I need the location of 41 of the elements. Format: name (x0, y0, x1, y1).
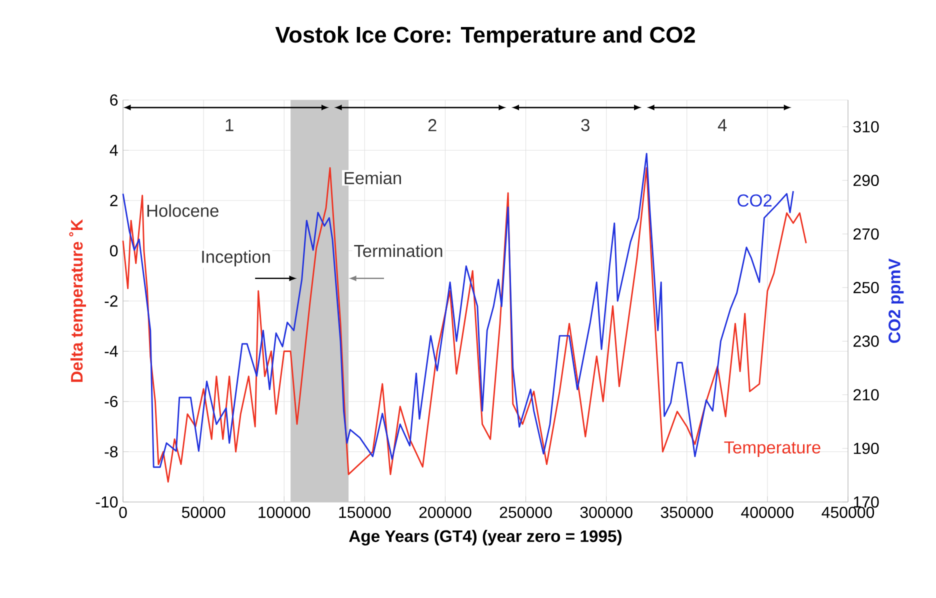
x-tick-label: 150000 (339, 506, 391, 518)
x-tick-label: 50000 (182, 506, 226, 518)
annotation: Eemian (344, 172, 401, 184)
y-tick-label: 2 (110, 194, 118, 206)
annotation: 4 (718, 119, 727, 132)
annotation: 1 (226, 119, 234, 132)
y-tick-label: 0 (110, 245, 118, 256)
y-axis-title: Delta temperature ˚K (69, 219, 86, 382)
x-tick-label: 300000 (580, 506, 632, 518)
y2-tick-label: 230 (854, 336, 879, 347)
y2-tick-label: 270 (854, 228, 879, 240)
x-tick-label: 250000 (500, 506, 552, 518)
x-tick-label: 0 (119, 506, 127, 518)
y-tick-label: -6 (104, 396, 118, 408)
y-tick-label: -4 (104, 346, 118, 357)
y2-tick-label: 290 (854, 174, 879, 186)
annotation: 3 (581, 118, 590, 132)
annotation: Termination (354, 244, 442, 258)
x-tick-label: 350000 (660, 506, 713, 518)
y-tick-label: 6 (110, 94, 118, 106)
x-tick-label: 200000 (419, 506, 472, 518)
y2-axis-title: CO2 ppmV (888, 258, 904, 343)
y-tick-label: -10 (96, 496, 118, 508)
x-tick-label: 100000 (258, 506, 310, 518)
y2-tick-label: 170 (854, 496, 879, 508)
y2-tick-label: 190 (854, 442, 879, 454)
y-tick-label: 4 (110, 144, 118, 156)
y2-tick-label: 250 (854, 282, 879, 294)
x-tick-label: 450000 (822, 506, 874, 518)
annotation: Inception (202, 250, 270, 266)
annotation: Holocene (147, 204, 218, 217)
annotation: 2 (428, 119, 436, 132)
series-label: Temperature (724, 441, 820, 457)
y2-tick-label: 310 (853, 121, 879, 132)
x-axis-title: Age Years (GT4) (year zero = 1995) (349, 530, 622, 546)
y2-tick-label: 210 (854, 389, 879, 400)
series-label: CO2 (738, 194, 772, 207)
y-tick-label: -2 (104, 295, 118, 307)
chart-title: Vostok Ice Core: Temperature and CO2 (275, 26, 695, 48)
y-tick-label: -8 (104, 446, 118, 458)
x-tick-label: 400000 (741, 506, 794, 518)
